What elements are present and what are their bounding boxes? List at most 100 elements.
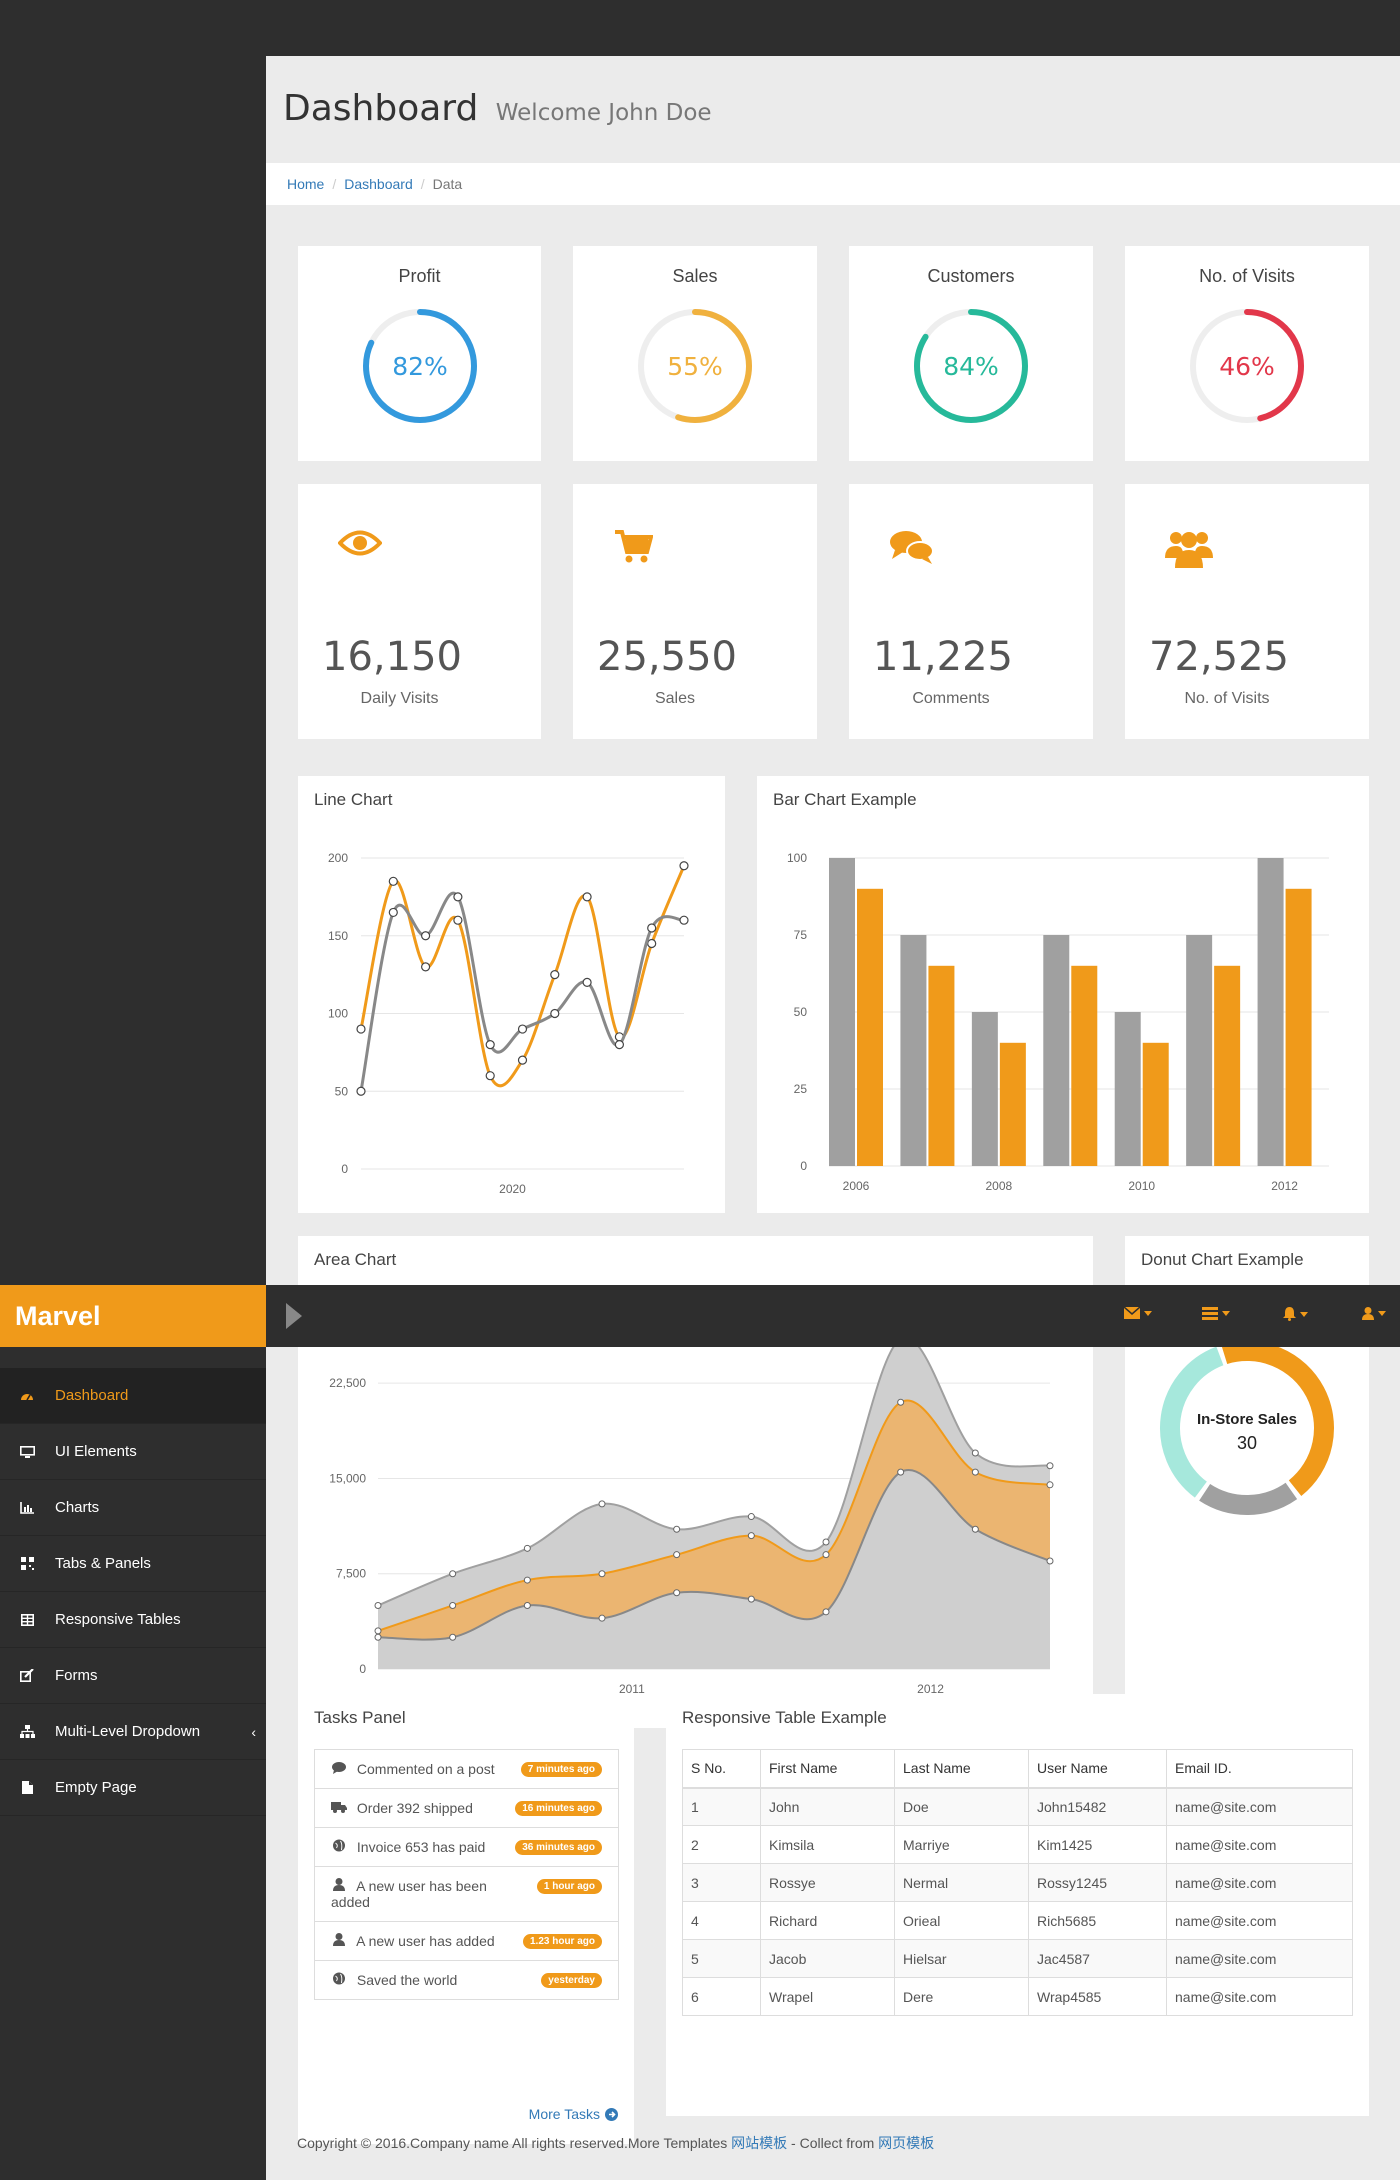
col-header: S No. (682, 1749, 761, 1789)
task-time-badge: 36 minutes ago (515, 1840, 602, 1855)
sidebar-item-label: Charts (55, 1499, 100, 1516)
data-point (449, 1601, 457, 1609)
data-point (550, 970, 560, 980)
more-tasks-label: More Tasks (528, 2106, 600, 2122)
line-chart-title: Line Chart (314, 790, 393, 809)
data-point (453, 892, 463, 902)
breadcrumb-dashboard[interactable]: Dashboard (344, 176, 413, 192)
footer: Copyright © 2016.Company name All rights… (297, 2133, 934, 2153)
task-time-badge: 7 minutes ago (520, 1762, 602, 1777)
page-title: Dashboard Welcome John Doe (283, 88, 712, 129)
x-tick-label: 2008 (986, 1179, 1013, 1193)
edit-icon (17, 1669, 37, 1682)
bar-chart-title: Bar Chart Example (773, 790, 917, 809)
sidebar-item-dashboard[interactable]: Dashboard (0, 1368, 266, 1424)
donut-slice (1221, 1341, 1334, 1496)
desktop-icon (17, 1445, 37, 1458)
cell: Hielsar (894, 1939, 1029, 1978)
info-box-comments: 11,225 Comments (849, 484, 1093, 739)
responsive-table: S No. First Name Last Name User Name Ema… (682, 1749, 1353, 2016)
bar-chart-icon (17, 1501, 37, 1514)
cell: Richard (760, 1901, 895, 1940)
sidebar-item-label: Tabs & Panels (55, 1555, 151, 1572)
task-item[interactable]: Invoice 653 has paid 36 minutes ago (315, 1828, 618, 1867)
task-item[interactable]: Commented on a post 7 minutes ago (315, 1750, 618, 1789)
cart-icon (615, 530, 653, 563)
page-header: Dashboard Welcome John Doe (266, 56, 1400, 162)
sidebar-item-label: Multi-Level Dropdown (55, 1723, 201, 1740)
tasks-icon (1202, 1307, 1218, 1320)
task-item[interactable]: A new user has been added 1 hour ago (315, 1867, 618, 1922)
data-point (598, 1614, 606, 1622)
table-row: 1 John Doe John15482 name@site.com (682, 1787, 1353, 1826)
y-tick-label: 22,500 (329, 1376, 366, 1390)
sidebar-item-multi-level-dropdown[interactable]: Multi-Level Dropdown ‹ (0, 1704, 266, 1760)
x-tick-label: 2010 (1128, 1179, 1155, 1193)
sidebar-item-forms[interactable]: Forms (0, 1648, 266, 1704)
task-text: A new user has added (356, 1933, 495, 1949)
sidebar-item-label: UI Elements (55, 1443, 137, 1460)
data-point (822, 1538, 830, 1546)
data-point (388, 907, 398, 918)
sidebar-toggle-icon[interactable] (284, 1303, 302, 1329)
sitemap-icon (17, 1725, 37, 1738)
main-content: Dashboard Welcome John Doe Home / Dashboar… (266, 56, 1400, 2180)
arrow-circle-right-icon (605, 2107, 618, 2121)
sidebar-item-responsive-tables[interactable]: Responsive Tables (0, 1592, 266, 1648)
cell: Dere (894, 1977, 1029, 2016)
data-point (673, 1589, 681, 1597)
col-header: Last Name (894, 1749, 1029, 1789)
bar (971, 1012, 998, 1166)
cell: name@site.com (1166, 1863, 1353, 1902)
alerts-dropdown[interactable] (1283, 1307, 1308, 1321)
line-series (359, 891, 685, 1092)
footer-link-collect[interactable]: 网页模板 (878, 2135, 935, 2151)
cell: name@site.com (1166, 1977, 1353, 2016)
bar (900, 935, 927, 1166)
y-tick-label: 100 (328, 1007, 348, 1021)
bar (1071, 965, 1098, 1166)
brand-logo[interactable]: Marvel (0, 1285, 266, 1347)
data-point (598, 1500, 606, 1508)
sidebar-item-charts[interactable]: Charts (0, 1480, 266, 1536)
area-fill (378, 1469, 1050, 1669)
task-item[interactable]: Order 392 shipped 16 minutes ago (315, 1789, 618, 1828)
y-tick-label: 25 (794, 1082, 808, 1096)
cell: Rossye (760, 1863, 895, 1902)
data-point (523, 1576, 531, 1584)
donut-slice (1160, 1346, 1224, 1498)
data-point (822, 1551, 830, 1559)
customers-value: 84% (943, 352, 999, 381)
data-point (374, 1627, 382, 1635)
cell: name@site.com (1166, 1939, 1353, 1978)
task-time-badge: 1 hour ago (536, 1879, 602, 1894)
comments-caption: Comments (912, 690, 990, 707)
area-series-line (377, 1468, 1051, 1641)
sidebar-item-label: Dashboard (55, 1387, 129, 1404)
sidebar-item-empty-page[interactable]: Empty Page (0, 1760, 266, 1816)
user-dropdown[interactable] (1362, 1307, 1386, 1320)
x-tick-label: 2020 (499, 1182, 526, 1196)
comments-number: 11,225 (873, 634, 1013, 680)
line-chart-panel: Line Chart 0 50 100 150 200 2020 (298, 776, 725, 1213)
messages-dropdown[interactable] (1124, 1307, 1152, 1319)
more-tasks-link[interactable]: More Tasks (529, 2106, 618, 2122)
donut-chart-title: Donut Chart Example (1141, 1250, 1304, 1269)
task-item[interactable]: Saved the world yesterday (315, 1961, 618, 1999)
sidebar-item-tabs-panels[interactable]: Tabs & Panels (0, 1536, 266, 1592)
footer-link-templates[interactable]: 网站模板 (731, 2135, 788, 2151)
envelope-icon (1124, 1307, 1140, 1319)
info-box-daily-visits: 16,150 Daily Visits (298, 484, 541, 739)
visits-value: 46% (1219, 352, 1275, 381)
sidebar-item-ui-elements[interactable]: UI Elements (0, 1424, 266, 1480)
breadcrumb-home[interactable]: Home (287, 176, 325, 192)
file-icon (17, 1781, 37, 1794)
table-row: 2 Kimsila Marriye Kim1425 name@site.com (682, 1825, 1353, 1864)
task-item[interactable]: A new user has added 1.23 hour ago (315, 1922, 618, 1961)
stat-card-sales: Sales 55% (573, 246, 817, 461)
area-chart: 0 7,500 15,000 22,500 2011 2012 (329, 1335, 1054, 1696)
tasks-dropdown[interactable] (1202, 1307, 1230, 1320)
data-point (822, 1608, 830, 1616)
data-point (582, 892, 592, 902)
user-icon (1362, 1307, 1374, 1320)
